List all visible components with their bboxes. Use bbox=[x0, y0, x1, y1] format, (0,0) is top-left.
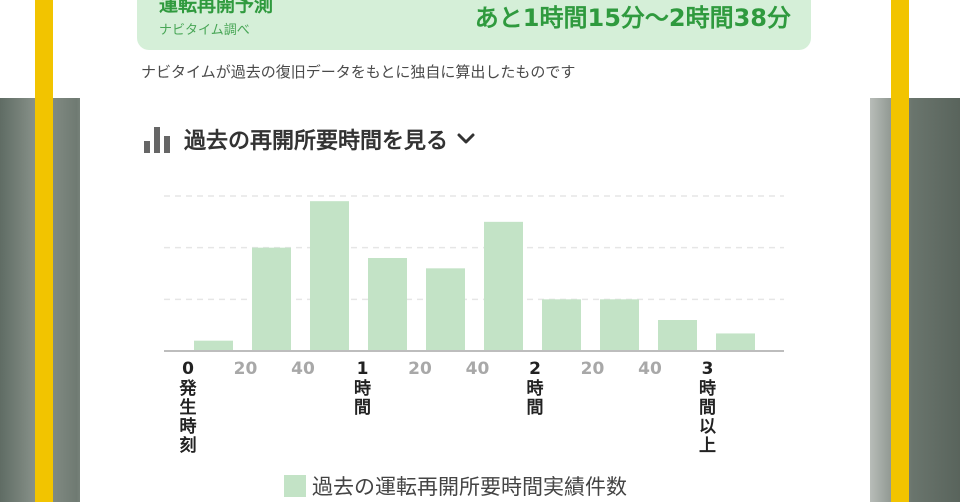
axis-major-tick-label: 0 bbox=[182, 359, 194, 379]
bar-chart-icon bbox=[144, 127, 170, 153]
restart-forecast-box: 運転再開予測 ナビタイム調べ あと1時間15分〜2時間38分 bbox=[137, 0, 811, 50]
legend-swatch bbox=[284, 475, 306, 497]
decorative-yellow-stripe-right bbox=[891, 0, 909, 502]
decorative-yellow-stripe-left bbox=[35, 0, 53, 502]
history-toggle-button[interactable]: 過去の再開所要時間を見る bbox=[142, 122, 476, 156]
histogram-bar bbox=[484, 221, 523, 351]
histogram-bar bbox=[600, 299, 639, 351]
axis-tick-sublabel: 時間以上 bbox=[699, 378, 716, 456]
chevron-down-icon bbox=[457, 133, 475, 144]
histogram-bar bbox=[716, 333, 755, 351]
histogram-bar bbox=[426, 268, 465, 351]
axis-major-tick-label: 2 bbox=[529, 359, 541, 379]
axis-major-tick-label: 3 bbox=[702, 359, 714, 379]
chart-legend: 過去の運転再開所要時間実績件数 bbox=[284, 471, 627, 501]
axis-tick-sublabel: 時間 bbox=[527, 378, 544, 418]
axis-minor-tick-label: 20 bbox=[234, 359, 258, 379]
histogram-bar bbox=[368, 258, 407, 351]
histogram-bar bbox=[194, 340, 233, 351]
axis-minor-tick-label: 20 bbox=[408, 359, 432, 379]
axis-tick-sublabel: 発生時刻 bbox=[179, 378, 198, 456]
legend-label: 過去の運転再開所要時間実績件数 bbox=[312, 475, 627, 499]
forecast-note: ナビタイムが過去の復旧データをもとに独自に算出したものです bbox=[141, 63, 576, 81]
axis-minor-tick-label: 40 bbox=[466, 359, 490, 379]
histogram-bar bbox=[658, 320, 697, 351]
forecast-card: 運転再開予測 ナビタイム調べ あと1時間15分〜2時間38分 ナビタイムが過去の… bbox=[80, 0, 870, 502]
history-toggle-label: 過去の再開所要時間を見る bbox=[184, 129, 449, 154]
axis-major-tick-label: 1 bbox=[357, 359, 369, 379]
axis-minor-tick-label: 40 bbox=[291, 359, 315, 379]
histogram-bar bbox=[310, 201, 349, 351]
forecast-title: 運転再開予測 bbox=[159, 0, 274, 16]
axis-minor-tick-label: 20 bbox=[581, 359, 605, 379]
axis-minor-tick-label: 40 bbox=[638, 359, 662, 379]
histogram-bar bbox=[252, 247, 291, 351]
axis-tick-sublabel: 時間 bbox=[354, 378, 371, 418]
forecast-source: ナビタイム調べ bbox=[159, 23, 250, 38]
forecast-value: あと1時間15分〜2時間38分 bbox=[474, 4, 791, 32]
histogram-bar bbox=[542, 299, 581, 351]
